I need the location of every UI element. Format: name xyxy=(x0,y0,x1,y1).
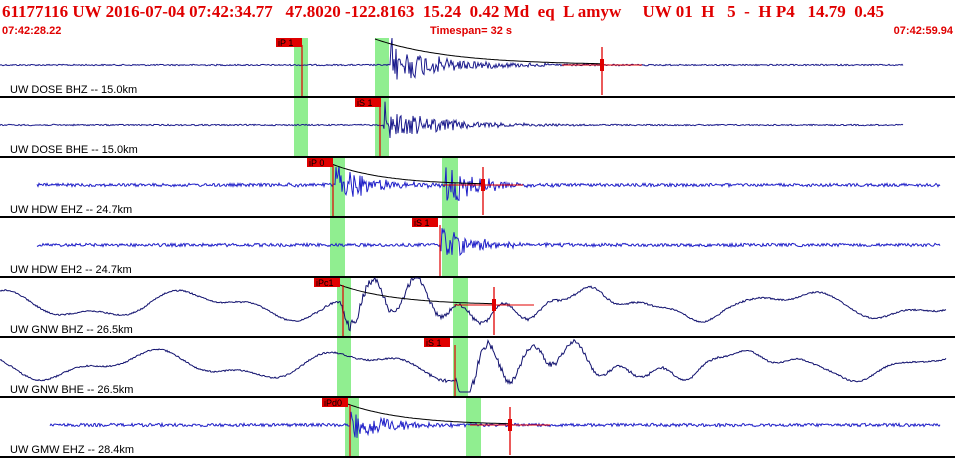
seismogram-panels[interactable]: iP 1 UW DOSE BHZ -- 15.0km iS 1 UW DOSE BHE… xyxy=(0,37,955,460)
start-time-label: 07:42:28.22 xyxy=(2,25,62,37)
phase-pick-flag[interactable] xyxy=(314,278,340,287)
phase-pick-label: iP 0 xyxy=(309,158,324,168)
station-channel-label: UW GNW BHE -- 26.5km xyxy=(10,384,133,396)
amplitude-peak xyxy=(508,419,512,431)
waveform-trace xyxy=(36,228,941,257)
amplitude-peak xyxy=(481,179,485,191)
pick-window-band xyxy=(330,158,345,216)
station-channel-label: UW DOSE BHE -- 15.0km xyxy=(10,144,138,156)
phase-pick-label: iS 1 xyxy=(357,98,373,108)
station-channel-label: UW HDW EH2 -- 24.7km xyxy=(10,264,132,276)
end-time-label: 07:42:59.94 xyxy=(893,25,953,37)
amplitude-peak xyxy=(492,299,496,311)
coda-decay-curve xyxy=(319,158,483,185)
pick-window-band xyxy=(345,398,359,456)
event-header: 61177116 UW 2016-07-04 07:42:34.77 47.80… xyxy=(0,0,955,24)
phase-pick-flag[interactable] xyxy=(322,398,348,407)
timespan-label: Timespan= 32 s xyxy=(430,25,513,37)
pick-window-band xyxy=(442,218,458,276)
pick-window-band xyxy=(337,338,351,396)
phase-pick-label: iS 1 xyxy=(414,218,430,228)
station-channel-label: UW GMW EHZ -- 28.4km xyxy=(10,444,134,456)
seismogram-panel[interactable]: iS 1 UW DOSE BHE -- 15.0km xyxy=(0,98,955,158)
event-summary-title: 61177116 UW 2016-07-04 07:42:34.77 47.80… xyxy=(2,2,884,21)
phase-pick-label: iP 1 xyxy=(278,38,293,48)
phase-pick-label: iPc1 xyxy=(316,278,334,288)
station-channel-label: UW DOSE BHZ -- 15.0km xyxy=(10,84,137,96)
waveform-trace xyxy=(0,277,947,332)
coda-decay-curve xyxy=(324,278,494,305)
coda-decay-curve xyxy=(374,38,601,65)
pick-window-band xyxy=(466,398,481,456)
pick-window-band xyxy=(375,38,389,96)
station-channel-label: UW HDW EHZ -- 24.7km xyxy=(10,204,132,216)
phase-pick-flag[interactable] xyxy=(307,158,333,167)
pick-window-band xyxy=(330,218,345,276)
coda-decay-curve xyxy=(334,398,510,425)
phase-pick-flag[interactable] xyxy=(355,98,381,107)
station-channel-label: UW GNW BHZ -- 26.5km xyxy=(10,324,133,336)
seismogram-panel[interactable]: iPd0 UW GMW EHZ -- 28.4km xyxy=(0,398,955,458)
seismogram-panel[interactable]: iP 0 UW HDW EHZ -- 24.7km xyxy=(0,158,955,218)
pick-window-band xyxy=(453,278,468,336)
pick-window-band xyxy=(294,38,308,96)
seismogram-panel[interactable]: iP 1 UW DOSE BHZ -- 15.0km xyxy=(0,37,955,98)
waveform-canvas[interactable]: iP 1 UW DOSE BHZ -- 15.0km iS 1 UW DOSE BHE… xyxy=(0,37,955,460)
pick-window-band xyxy=(294,98,308,156)
waveform-trace xyxy=(0,338,947,393)
phase-pick-flag[interactable] xyxy=(412,218,438,227)
seismogram-panel[interactable]: iS 1 UW GNW BHE -- 26.5km xyxy=(0,338,955,398)
waveform-trace xyxy=(0,37,904,80)
waveform-trace xyxy=(36,166,941,201)
seismogram-panel[interactable]: iPc1 UW GNW BHZ -- 26.5km xyxy=(0,277,955,338)
phase-pick-label: iS 1 xyxy=(426,338,442,348)
phase-pick-flag[interactable] xyxy=(424,338,450,347)
phase-pick-flag[interactable] xyxy=(276,38,302,47)
seismogram-panel[interactable]: iS 1 UW HDW EH2 -- 24.7km xyxy=(0,218,955,278)
phase-pick-label: iPd0 xyxy=(324,398,342,408)
amplitude-peak xyxy=(600,59,604,71)
waveform-trace xyxy=(0,101,904,139)
